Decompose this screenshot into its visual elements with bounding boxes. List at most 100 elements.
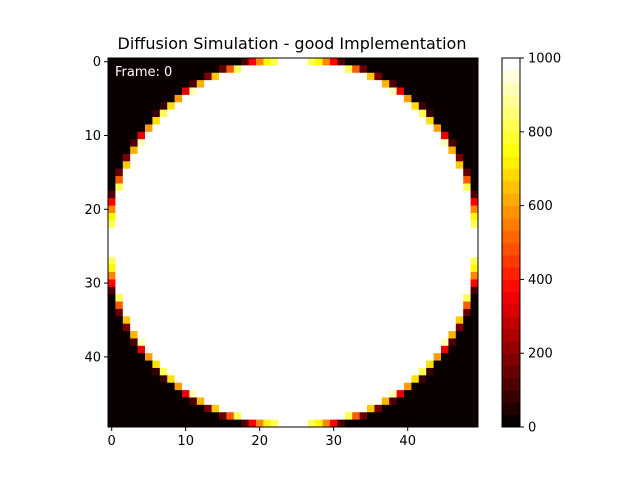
heatmap-cell bbox=[404, 87, 412, 96]
heatmap-cell bbox=[256, 375, 264, 384]
heatmap-cell bbox=[226, 168, 235, 177]
heatmap-cell bbox=[381, 176, 390, 184]
heatmap-cell bbox=[300, 65, 309, 74]
heatmap-cell bbox=[337, 382, 346, 391]
heatmap-cell bbox=[381, 94, 390, 103]
heatmap-cell bbox=[307, 382, 316, 391]
heatmap-cell bbox=[167, 102, 175, 111]
heatmap-cell bbox=[433, 390, 442, 398]
heatmap-cell bbox=[322, 412, 331, 421]
heatmap-cell bbox=[278, 235, 286, 243]
heatmap-cell bbox=[300, 190, 309, 199]
heatmap-cell bbox=[285, 176, 294, 184]
heatmap-cell bbox=[352, 323, 360, 332]
heatmap-cell bbox=[352, 87, 360, 96]
heatmap-cell bbox=[418, 87, 427, 96]
heatmap-cell bbox=[381, 316, 390, 325]
heatmap-cell bbox=[219, 412, 227, 421]
heatmap-cell bbox=[196, 198, 205, 206]
heatmap-cell bbox=[152, 419, 161, 428]
heatmap-cell bbox=[463, 272, 471, 280]
heatmap-cell bbox=[448, 323, 457, 332]
heatmap-cell bbox=[389, 323, 397, 332]
heatmap-cell bbox=[159, 183, 168, 192]
heatmap-cell bbox=[204, 375, 212, 384]
heatmap-cell bbox=[204, 397, 212, 406]
heatmap-cell bbox=[145, 294, 153, 302]
heatmap-cell bbox=[204, 161, 212, 170]
heatmap-cell bbox=[248, 345, 257, 354]
heatmap-cell bbox=[182, 124, 190, 133]
heatmap-cell bbox=[174, 338, 183, 347]
heatmap-cell bbox=[300, 397, 309, 406]
heatmap-cell bbox=[219, 109, 227, 118]
x-tick-label: 0 bbox=[108, 434, 116, 449]
heatmap-cell bbox=[433, 124, 442, 133]
heatmap-cell bbox=[263, 198, 272, 206]
heatmap-cell bbox=[278, 176, 286, 184]
x-tick-label: 40 bbox=[399, 434, 416, 449]
heatmap-cell bbox=[344, 397, 353, 406]
heatmap-cell bbox=[426, 146, 434, 155]
heatmap-cell bbox=[404, 220, 412, 229]
heatmap-cell bbox=[322, 331, 331, 339]
heatmap-cell bbox=[300, 183, 309, 192]
heatmap-cell bbox=[374, 257, 383, 266]
heatmap-cell bbox=[330, 146, 338, 155]
heatmap-cell bbox=[463, 390, 471, 398]
heatmap-cell bbox=[396, 168, 405, 177]
heatmap-cell bbox=[359, 331, 368, 339]
heatmap-cell bbox=[322, 109, 331, 118]
heatmap-cell bbox=[278, 390, 286, 398]
heatmap-cell bbox=[167, 190, 175, 199]
heatmap-cell bbox=[204, 419, 212, 428]
heatmap-cell bbox=[122, 316, 131, 325]
heatmap-cell bbox=[433, 161, 442, 170]
heatmap-cell bbox=[411, 367, 420, 376]
heatmap-cell bbox=[411, 80, 420, 88]
heatmap-cell bbox=[122, 153, 131, 162]
heatmap-cell bbox=[330, 294, 338, 302]
heatmap-cell bbox=[330, 153, 338, 162]
heatmap-cell bbox=[455, 367, 464, 376]
heatmap-cell bbox=[455, 353, 464, 361]
heatmap-cell bbox=[359, 397, 368, 406]
heatmap-cell bbox=[293, 360, 301, 369]
heatmap-cell bbox=[115, 58, 124, 66]
heatmap-cell bbox=[108, 94, 116, 103]
heatmap-cell bbox=[337, 161, 346, 170]
heatmap-cell bbox=[307, 190, 316, 199]
heatmap-cell bbox=[137, 212, 146, 221]
heatmap-cell bbox=[337, 331, 346, 339]
colorbar-segment bbox=[502, 365, 520, 379]
heatmap-cell bbox=[241, 161, 249, 170]
heatmap-cell bbox=[300, 294, 309, 302]
heatmap-cell bbox=[233, 390, 242, 398]
heatmap-cell bbox=[137, 382, 146, 391]
heatmap-cell bbox=[441, 367, 449, 376]
heatmap-cell bbox=[352, 117, 360, 125]
heatmap-cell bbox=[359, 235, 368, 243]
heatmap-cell bbox=[463, 264, 471, 273]
heatmap-cell bbox=[381, 124, 390, 133]
y-tick-label: 20 bbox=[84, 203, 101, 218]
heatmap-cell bbox=[182, 146, 190, 155]
heatmap-cell bbox=[418, 176, 427, 184]
heatmap-cell bbox=[307, 161, 316, 170]
heatmap-cell bbox=[463, 360, 471, 369]
heatmap-cell bbox=[182, 220, 190, 229]
heatmap-cell bbox=[389, 264, 397, 273]
heatmap-cell bbox=[219, 124, 227, 133]
heatmap-cell bbox=[426, 176, 434, 184]
heatmap-cell bbox=[418, 65, 427, 74]
heatmap-cell bbox=[322, 87, 331, 96]
heatmap-cell bbox=[130, 139, 138, 147]
heatmap-cell bbox=[263, 264, 272, 273]
heatmap-cell bbox=[396, 257, 405, 266]
heatmap-cell bbox=[241, 72, 249, 81]
heatmap-cell bbox=[470, 338, 479, 347]
heatmap-cell bbox=[352, 360, 360, 369]
heatmap-cell bbox=[426, 124, 434, 133]
heatmap-cell bbox=[344, 80, 353, 88]
heatmap-cell bbox=[418, 353, 427, 361]
